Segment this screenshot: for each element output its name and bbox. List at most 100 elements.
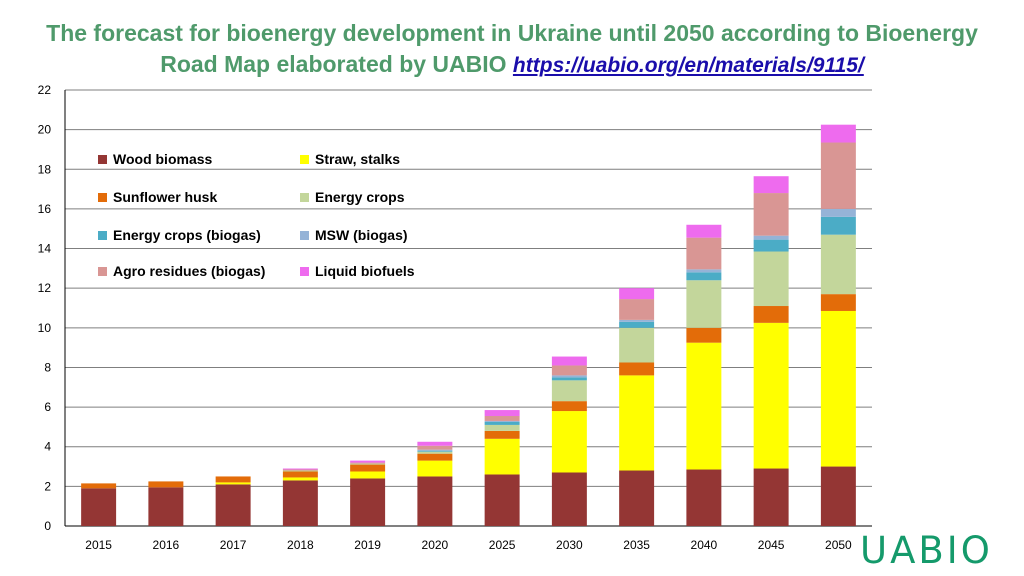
x-tick-label: 2030 <box>556 538 583 552</box>
bar-segment-wood-biomass-2050 <box>820 466 856 526</box>
legend-label: Liquid biofuels <box>315 263 415 279</box>
legend-label: Energy crops (biogas) <box>113 227 261 243</box>
bar-segment-liquid-biofuels-2045 <box>753 176 789 194</box>
y-tick-label: 18 <box>38 162 52 176</box>
bar-segment-sunflower-husk-2019 <box>350 464 386 472</box>
bar-segment-straw-stalks-2019 <box>350 471 386 479</box>
bar-segment-energy-crops-2025 <box>484 424 520 431</box>
legend-swatch <box>98 155 107 164</box>
bar-segment-msw-biogas--2020 <box>417 449 453 451</box>
y-tick-label: 4 <box>44 440 51 454</box>
bar-segment-energy-crops-2035 <box>619 327 655 363</box>
chart-title: The forecast for bioenergy development i… <box>0 18 1024 81</box>
bar-segment-wood-biomass-2040 <box>686 469 722 526</box>
bar-segment-msw-biogas--2040 <box>686 269 722 273</box>
bar-segment-sunflower-husk-2045 <box>753 306 789 323</box>
bar-segment-agro-residues-biogas--2045 <box>753 193 789 236</box>
bar-segment-sunflower-husk-2017 <box>215 476 251 483</box>
bar-segment-liquid-biofuels-2020 <box>417 441 453 446</box>
legend-swatch <box>300 231 309 240</box>
legend-swatch <box>300 267 309 276</box>
bar-segment-energy-crops-2018 <box>282 470 318 472</box>
legend-swatch <box>300 193 309 202</box>
y-tick-label: 0 <box>44 519 51 533</box>
bar-segment-agro-residues-biogas--2025 <box>484 416 520 421</box>
legend-label: MSW (biogas) <box>315 227 408 243</box>
bar-segment-liquid-biofuels-2018 <box>282 468 318 470</box>
bar-segment-wood-biomass-2018 <box>282 480 318 526</box>
bar-segment-wood-biomass-2015 <box>81 488 117 526</box>
bar-segment-wood-biomass-2030 <box>551 472 587 526</box>
bar-segment-straw-stalks-2035 <box>619 375 655 471</box>
bar-segment-straw-stalks-2040 <box>686 342 722 470</box>
y-tick-label: 22 <box>38 83 52 97</box>
bar-segment-straw-stalks-2018 <box>282 477 318 481</box>
bar-segment-straw-stalks-2025 <box>484 438 520 475</box>
bar-segment-sunflower-husk-2025 <box>484 430 520 439</box>
bar-segment-straw-stalks-2030 <box>551 411 587 473</box>
bar-segment-energy-crops-biogas--2050 <box>820 216 856 235</box>
bar-segment-straw-stalks-2045 <box>753 322 789 469</box>
bar-segment-liquid-biofuels-2025 <box>484 410 520 417</box>
legend-label: Agro residues (biogas) <box>113 263 265 279</box>
legend-label: Wood biomass <box>113 151 213 167</box>
legend-label: Sunflower husk <box>113 189 217 205</box>
y-tick-label: 16 <box>38 202 52 216</box>
x-tick-label: 2020 <box>422 538 449 552</box>
x-tick-label: 2025 <box>489 538 516 552</box>
x-tick-label: 2015 <box>85 538 112 552</box>
bar-segment-wood-biomass-2016 <box>148 487 184 526</box>
bar-segment-wood-biomass-2019 <box>350 478 386 526</box>
y-axis-tick-labels: 0 2 4 6 8 10 12 14 16 18 20 22 <box>38 83 52 533</box>
bar-segment-agro-residues-biogas--2018 <box>282 469 318 471</box>
legend-swatch <box>300 155 309 164</box>
x-tick-label: 2018 <box>287 538 314 552</box>
y-tick-label: 14 <box>38 242 52 256</box>
bar-segment-energy-crops-2045 <box>753 251 789 307</box>
legend-label: Energy crops <box>315 189 405 205</box>
bar-segment-liquid-biofuels-2050 <box>820 124 856 143</box>
bar-segment-energy-crops-biogas--2030 <box>551 377 587 381</box>
bar-segment-msw-biogas--2050 <box>820 208 856 217</box>
bar-segment-agro-residues-biogas--2020 <box>417 445 453 450</box>
bar-segment-wood-biomass-2020 <box>417 476 453 526</box>
y-tick-label: 6 <box>44 400 51 414</box>
bar-segment-straw-stalks-2050 <box>820 310 856 467</box>
bar-segment-sunflower-husk-2015 <box>81 483 117 489</box>
source-link[interactable]: https://uabio.org/en/materials/9115/ <box>512 54 864 77</box>
x-tick-label: 2016 <box>153 538 180 552</box>
x-tick-label: 2040 <box>691 538 718 552</box>
x-axis-tick-labels: 2015 2016 2017 2018 2019 2020 2025 2030 2035 2040… <box>85 538 852 552</box>
y-tick-label: 10 <box>38 321 52 335</box>
title-line-1: The forecast for bioenergy development i… <box>46 20 978 46</box>
bar-segment-energy-crops-biogas--2025 <box>484 421 520 425</box>
legend-label: Straw, stalks <box>315 151 400 167</box>
bar-segment-sunflower-husk-2035 <box>619 362 655 376</box>
x-tick-label: 2045 <box>758 538 785 552</box>
title-line-2: Road Map elaborated by UABIO https://uab… <box>0 49 1024 81</box>
bar-segment-msw-biogas--2045 <box>753 235 789 240</box>
x-tick-label: 2035 <box>623 538 650 552</box>
bar-segment-energy-crops-2050 <box>820 234 856 295</box>
bar-segment-msw-biogas--2035 <box>619 319 655 322</box>
x-tick-label: 2050 <box>825 538 852 552</box>
bar-segment-sunflower-husk-2020 <box>417 453 453 461</box>
y-tick-label: 12 <box>38 281 52 295</box>
legend-swatch <box>98 193 107 202</box>
bar-segment-sunflower-husk-2040 <box>686 327 722 343</box>
bar-segment-agro-residues-biogas--2019 <box>350 462 386 464</box>
bar-segment-sunflower-husk-2050 <box>820 294 856 311</box>
x-tick-label: 2019 <box>354 538 381 552</box>
bar-segment-msw-biogas--2025 <box>484 420 520 422</box>
title-line-2-text: Road Map elaborated by UABIO <box>160 51 507 77</box>
bar-segment-energy-crops-biogas--2045 <box>753 239 789 252</box>
bar-segment-msw-biogas--2030 <box>551 375 587 378</box>
gridlines <box>64 89 872 527</box>
bar-segment-agro-residues-biogas--2040 <box>686 237 722 270</box>
bar-segment-energy-crops-biogas--2040 <box>686 272 722 281</box>
bar-segment-sunflower-husk-2018 <box>282 471 318 478</box>
legend-swatch <box>98 267 107 276</box>
bar-segment-energy-crops-2030 <box>551 380 587 402</box>
bar-segment-sunflower-husk-2030 <box>551 401 587 412</box>
